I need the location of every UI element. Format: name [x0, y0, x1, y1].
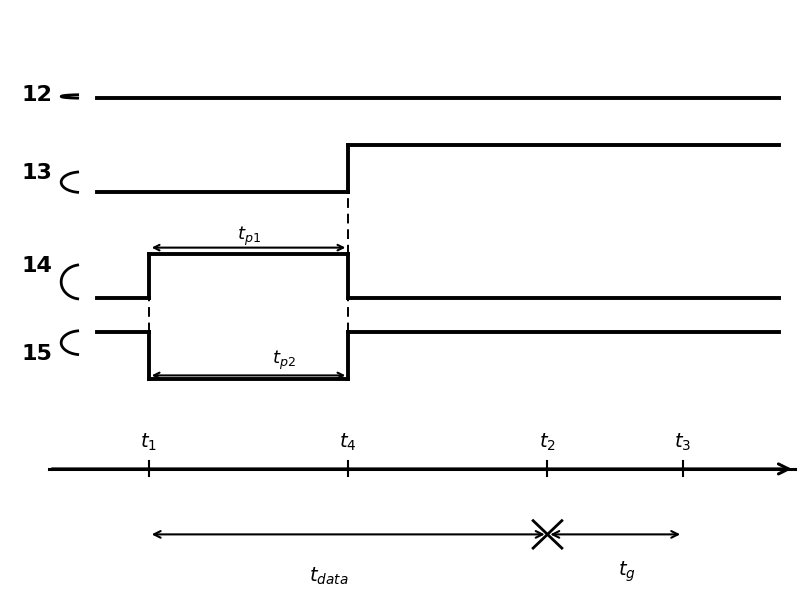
Text: $t_{p1}$: $t_{p1}$	[237, 224, 261, 248]
Text: 13: 13	[22, 163, 52, 183]
Text: $t_{p2}$: $t_{p2}$	[273, 349, 296, 372]
Text: $t_3$: $t_3$	[674, 432, 692, 453]
Text: 12: 12	[22, 85, 52, 105]
Text: $t_4$: $t_4$	[339, 432, 357, 453]
Text: $t_g$: $t_g$	[618, 559, 636, 584]
Text: $t_{data}$: $t_{data}$	[309, 566, 348, 587]
Text: $t_1$: $t_1$	[140, 432, 158, 453]
Text: 15: 15	[22, 343, 52, 364]
Text: $t_2$: $t_2$	[539, 432, 556, 453]
Text: 14: 14	[22, 256, 52, 276]
